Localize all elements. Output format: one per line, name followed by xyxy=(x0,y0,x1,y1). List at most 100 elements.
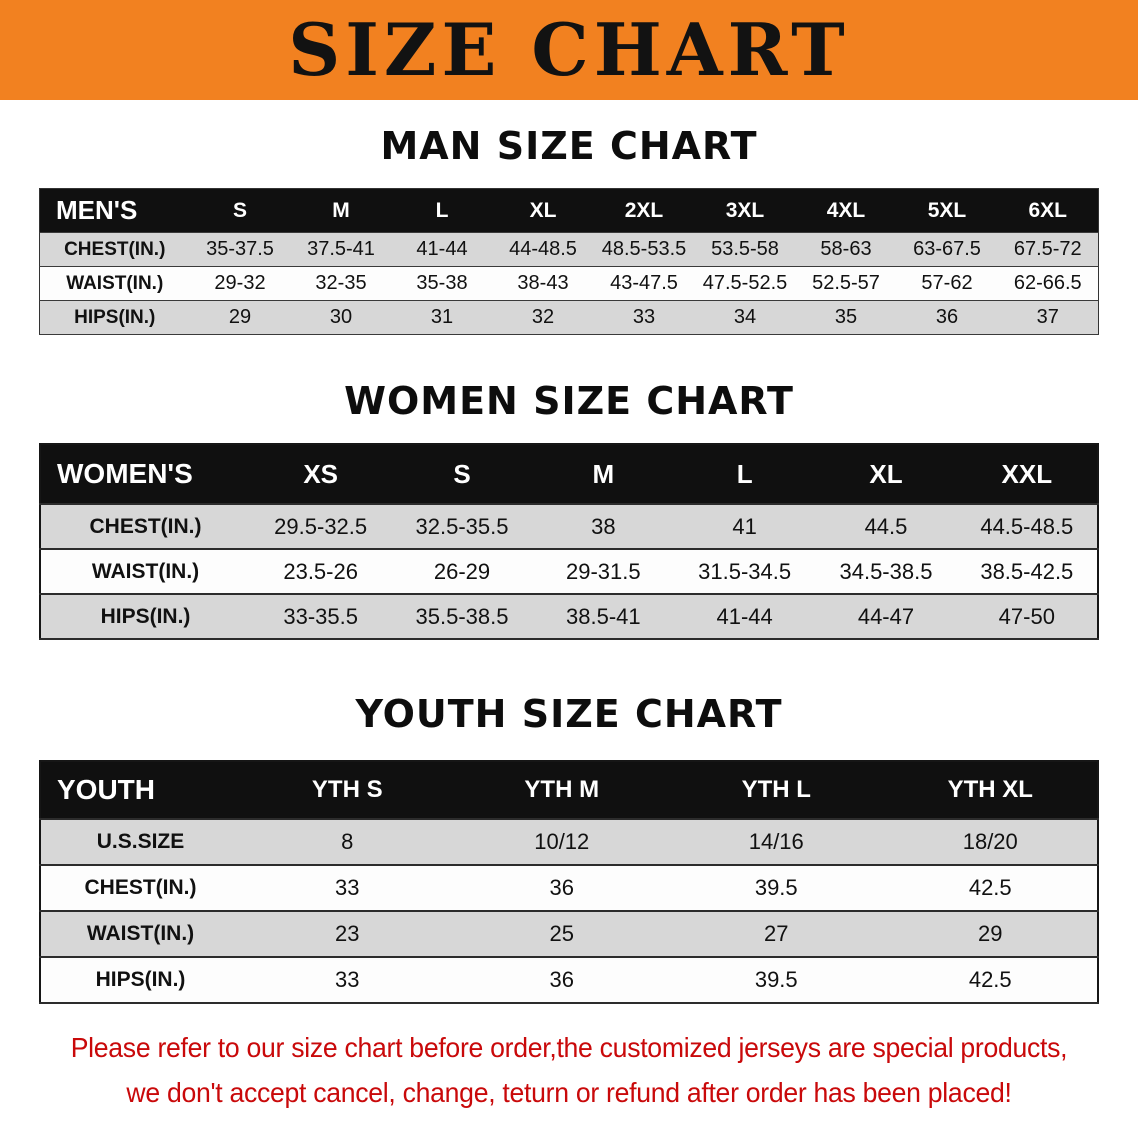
table-cell: 52.5-57 xyxy=(812,272,880,294)
women-table-header-row: WOMEN'S XS S M L XL XXL xyxy=(40,444,1098,504)
table-cell: 43-47.5 xyxy=(610,272,678,294)
table-cell: 42.5 xyxy=(968,875,1012,900)
row-label: WAIST(IN.) xyxy=(66,272,164,294)
column-header: YTH XL xyxy=(947,776,1033,803)
youth-ussize-row: U.S.SIZE 8 10/12 14/16 18/20 xyxy=(40,819,1098,865)
row-label: CHEST(IN.) xyxy=(84,876,197,899)
table-cell: 27 xyxy=(764,921,789,946)
table-cell: 44.5 xyxy=(864,513,908,539)
column-header: YTH M xyxy=(524,776,600,803)
disclaimer-line-2: we don't accept cancel, change, teturn o… xyxy=(126,1076,1012,1108)
women-table-corner-label: WOMEN'S xyxy=(57,458,193,489)
column-header: YTH L xyxy=(741,776,811,803)
table-cell: 37.5-41 xyxy=(307,238,375,260)
table-cell: 35-38 xyxy=(416,272,468,294)
table-cell: 38.5-42.5 xyxy=(980,558,1074,584)
column-header: 2XL xyxy=(624,198,664,222)
row-label: HIPS(IN.) xyxy=(74,306,156,328)
youth-size-table: YOUTH YTH S YTH M YTH L YTH XL U.S.SIZE … xyxy=(39,760,1099,1004)
row-label: HIPS(IN.) xyxy=(95,968,186,991)
column-header: 6XL xyxy=(1028,198,1067,222)
youth-waist-row: WAIST(IN.) 23 25 27 29 xyxy=(40,911,1098,957)
row-label: WAIST(IN.) xyxy=(86,922,195,945)
table-cell: 53.5-58 xyxy=(711,238,779,260)
table-cell: 41-44 xyxy=(716,603,773,629)
table-cell: 8 xyxy=(341,829,354,854)
banner: SIZE CHART xyxy=(0,0,1138,100)
table-cell: 14/16 xyxy=(748,829,804,854)
table-cell: 57-62 xyxy=(921,272,973,294)
column-header: L xyxy=(435,198,449,222)
table-cell: 25 xyxy=(549,921,574,946)
women-size-table: WOMEN'S XS S M L XL XXL CHEST(IN.) 29.5-… xyxy=(39,443,1099,640)
table-cell: 33 xyxy=(632,306,656,328)
disclaimer-line-1: Please refer to our size chart before or… xyxy=(70,1032,1068,1063)
row-label: HIPS(IN.) xyxy=(100,604,191,628)
column-header: XXL xyxy=(1001,458,1053,489)
table-cell: 33 xyxy=(335,875,360,900)
column-header: XL xyxy=(529,198,557,222)
column-header: XS xyxy=(303,458,338,489)
table-cell: 63-67.5 xyxy=(913,238,981,260)
table-cell: 39.5 xyxy=(754,967,798,992)
table-cell: 23 xyxy=(335,921,360,946)
disclaimer-note: Please refer to our size chart before or… xyxy=(28,1026,1109,1116)
table-cell: 36 xyxy=(549,967,574,992)
column-header: S xyxy=(453,458,471,489)
table-cell: 38.5-41 xyxy=(566,603,641,629)
table-cell: 33 xyxy=(335,967,360,992)
row-label: CHEST(IN.) xyxy=(89,514,202,538)
column-header: 5XL xyxy=(927,198,967,222)
table-cell: 29.5-32.5 xyxy=(274,513,368,539)
column-header: M xyxy=(592,458,615,489)
table-cell: 67.5-72 xyxy=(1013,238,1082,260)
column-header: 3XL xyxy=(725,198,765,222)
column-header: M xyxy=(332,198,350,222)
youth-chest-row: CHEST(IN.) 33 36 39.5 42.5 xyxy=(40,865,1098,911)
table-cell: 10/12 xyxy=(534,829,590,854)
youth-hips-row: HIPS(IN.) 33 36 39.5 42.5 xyxy=(40,957,1098,1003)
women-section-title: WOMEN SIZE CHART xyxy=(344,379,794,423)
men-table-header-row: MEN'S S M L XL 2XL 3XL 4XL 5XL 6XL xyxy=(39,188,1099,233)
table-cell: 38-43 xyxy=(517,272,569,294)
table-cell: 34.5-38.5 xyxy=(839,558,933,584)
column-header: YTH S xyxy=(311,776,383,803)
table-cell: 29-32 xyxy=(214,272,266,294)
column-header: L xyxy=(736,458,753,489)
men-section-title: MAN SIZE CHART xyxy=(380,124,758,168)
table-cell: 47.5-52.5 xyxy=(702,272,788,294)
women-waist-row: WAIST(IN.) 23.5-26 26-29 29-31.5 31.5-34… xyxy=(40,549,1098,594)
table-cell: 44.5-48.5 xyxy=(980,513,1074,539)
table-cell: 31.5-34.5 xyxy=(698,558,792,584)
table-cell: 62-66.5 xyxy=(1013,272,1082,294)
table-cell: 47-50 xyxy=(998,603,1055,629)
banner-title: SIZE CHART xyxy=(288,7,850,92)
table-cell: 30 xyxy=(329,306,353,328)
table-cell: 41 xyxy=(732,513,757,539)
table-cell: 29 xyxy=(228,306,252,328)
table-cell: 18/20 xyxy=(962,829,1018,854)
column-header: 4XL xyxy=(826,198,866,222)
youth-section-title: YOUTH SIZE CHART xyxy=(355,692,783,736)
men-chest-row: CHEST(IN.) 35-37.5 37.5-41 41-44 44-48.5… xyxy=(39,232,1099,267)
table-cell: 58-63 xyxy=(820,238,872,260)
column-header: S xyxy=(232,198,247,222)
table-cell: 48.5-53.5 xyxy=(601,238,687,260)
table-cell: 42.5 xyxy=(968,967,1012,992)
youth-table-header-row: YOUTH YTH S YTH M YTH L YTH XL xyxy=(40,761,1098,819)
table-cell: 35 xyxy=(834,306,858,328)
table-cell: 32 xyxy=(531,306,555,328)
table-cell: 39.5 xyxy=(754,875,798,900)
women-hips-row: HIPS(IN.) 33-35.5 35.5-38.5 38.5-41 41-4… xyxy=(40,594,1098,639)
table-cell: 35-37.5 xyxy=(206,238,274,260)
table-cell: 36 xyxy=(935,306,959,328)
table-cell: 44-48.5 xyxy=(509,238,577,260)
table-cell: 31 xyxy=(430,306,454,328)
table-cell: 23.5-26 xyxy=(283,558,358,584)
table-cell: 34 xyxy=(733,306,757,328)
men-table-corner-label: MEN'S xyxy=(56,195,138,225)
table-cell: 41-44 xyxy=(416,238,468,260)
table-cell: 26-29 xyxy=(433,558,491,584)
men-waist-row: WAIST(IN.) 29-32 32-35 35-38 38-43 43-47… xyxy=(39,266,1099,301)
column-header: XL xyxy=(869,458,903,489)
